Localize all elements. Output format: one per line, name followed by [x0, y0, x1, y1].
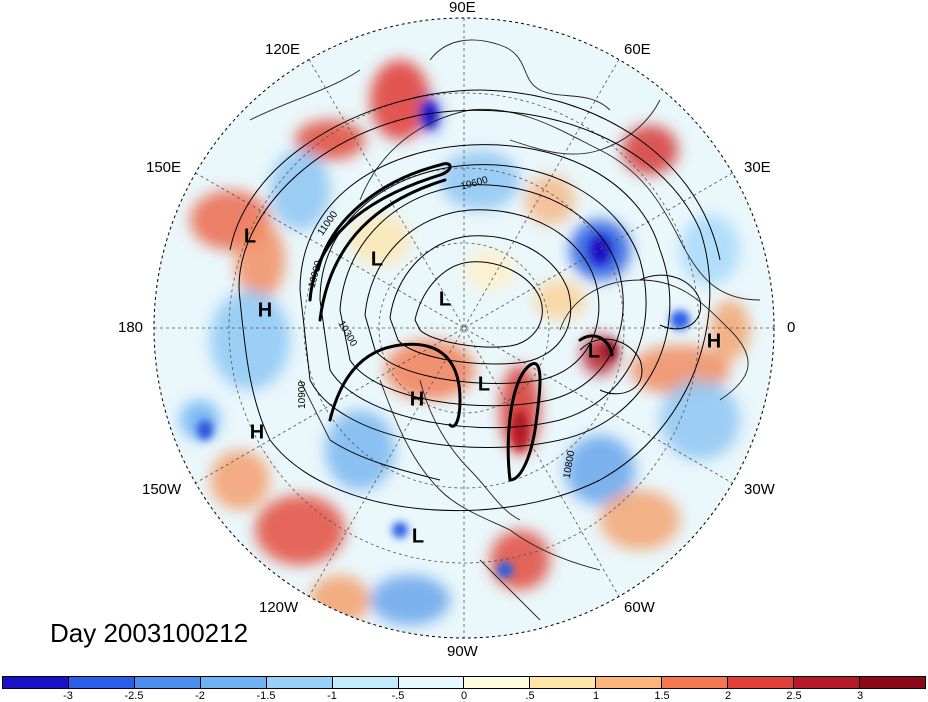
anomaly-patch	[670, 310, 690, 330]
low-pressure-marker: L	[370, 248, 384, 271]
colorbar-tick-label: -1.5	[256, 690, 276, 702]
colorbar-segment	[200, 677, 267, 688]
anomaly-patch	[525, 175, 575, 225]
anomaly-patch	[370, 60, 430, 140]
anomaly-patch	[210, 450, 270, 510]
colorbar-tick-label: -2	[195, 690, 205, 702]
anomaly-patch	[590, 236, 610, 264]
lon-label-30w: 30W	[744, 481, 775, 498]
colorbar-segment	[266, 677, 333, 688]
contour-value-label: 10800	[562, 449, 578, 479]
anomaly-patch	[325, 410, 395, 490]
lon-label-150w: 150W	[142, 481, 182, 498]
anomaly-patch	[270, 150, 330, 230]
anomaly-patch	[310, 575, 370, 625]
anomaly-patch	[370, 575, 450, 625]
coastlines	[249, 39, 761, 621]
anomaly-patch	[465, 250, 515, 290]
graticule	[154, 18, 774, 638]
lon-label-180: 180	[118, 319, 144, 336]
colorbar-tick-label: -3	[63, 690, 73, 702]
high-pressure-marker: H	[249, 421, 265, 444]
colorbar-segment	[68, 677, 135, 688]
anomaly-patch	[197, 420, 213, 440]
lon-label-60e: 60E	[624, 41, 651, 58]
colorbar	[2, 676, 926, 689]
anomaly-patch	[535, 280, 585, 320]
high-pressure-marker: H	[257, 299, 273, 322]
anomaly-patch	[392, 522, 408, 538]
colorbar-tick-label: 2	[724, 690, 732, 702]
lon-label-0: 0	[787, 319, 796, 336]
anomaly-patch	[350, 215, 410, 265]
colorbar-tick-label: .5	[525, 690, 535, 702]
colorbar-segment	[662, 677, 729, 688]
lon-label-60w: 60W	[624, 599, 655, 616]
colorbar-tick-label: 2.5	[786, 690, 802, 702]
anomaly-patch	[660, 380, 740, 460]
low-pressure-marker: L	[477, 373, 491, 396]
anomaly-patch	[295, 120, 365, 160]
high-pressure-marker: H	[409, 388, 425, 411]
map-boundary	[153, 17, 775, 639]
anomaly-patch	[424, 103, 436, 127]
colorbar-segment	[3, 677, 69, 688]
colorbar-segment	[134, 677, 201, 688]
low-pressure-marker: L	[411, 525, 425, 548]
anomaly-patch	[385, 340, 475, 400]
lon-label-120e: 120E	[265, 41, 301, 58]
date-title: Day 2003100212	[50, 618, 249, 648]
colorbar-segment	[464, 677, 531, 688]
lon-label-30e: 30E	[744, 159, 771, 176]
jet-contours	[308, 162, 614, 482]
colorbar-segment	[332, 677, 399, 688]
colorbar-segment	[530, 677, 597, 688]
colorbar-segment	[859, 677, 925, 688]
anomaly-patch	[622, 125, 678, 175]
lon-label-90e: 90E	[449, 0, 476, 16]
anomaly-patch	[235, 220, 285, 300]
low-pressure-marker: L	[587, 340, 601, 363]
lon-label-120w: 120W	[259, 599, 299, 616]
low-pressure-marker: L	[438, 288, 452, 311]
colorbar-segment	[596, 677, 663, 688]
anomaly-patch	[210, 290, 290, 390]
low-pressure-marker: L	[243, 225, 257, 248]
anomaly-patch	[497, 562, 513, 578]
lon-label-90w: 90W	[447, 643, 478, 660]
colorbar-tick-label: 1	[592, 690, 600, 702]
anomaly-patch	[600, 490, 680, 550]
anomaly-patch	[490, 530, 550, 590]
colorbar-tick-label: 3	[856, 690, 864, 702]
colorbar-tick-label: -1	[327, 690, 337, 702]
colorbar-tick-label: -.5	[391, 690, 405, 702]
colorbar-segment	[794, 677, 860, 688]
colorbar-segment	[728, 677, 795, 688]
anomaly-patch	[512, 410, 528, 450]
colorbar-tick-label: 1.5	[654, 690, 670, 702]
colorbar-tick-label: 0	[460, 690, 468, 702]
colorbar-tick-label: -2.5	[124, 690, 144, 702]
anomaly-patch	[255, 495, 345, 565]
anomaly-shading	[154, 18, 774, 638]
colorbar-segment	[398, 677, 465, 688]
lon-label-150e: 150E	[146, 159, 182, 176]
anomaly-patch	[680, 215, 740, 285]
high-pressure-marker: H	[706, 330, 722, 353]
contour-value-label: 10900	[297, 381, 308, 409]
